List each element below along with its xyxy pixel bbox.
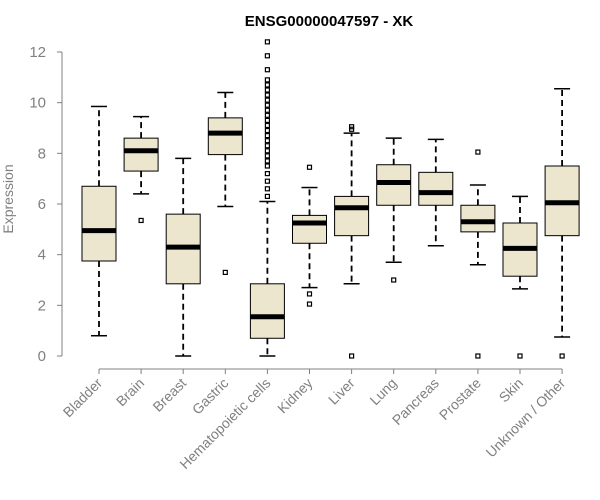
outlier-point <box>264 138 270 144</box>
outlier-point <box>264 97 270 103</box>
box-8 <box>418 138 454 247</box>
box-iqr <box>249 283 285 339</box>
outlier-point <box>391 277 397 283</box>
outlier-point <box>264 67 270 73</box>
outlier-point <box>306 164 313 170</box>
y-axis: 0 2 4 6 8 10 12 <box>29 44 63 365</box>
box-9 <box>460 149 496 359</box>
y-tick-label: 4 <box>38 247 46 264</box>
outlier-point <box>559 353 565 359</box>
box-iqr <box>376 164 412 206</box>
box-iqr <box>292 214 327 244</box>
x-tick-label: Brain <box>113 375 147 409</box>
outlier-point <box>264 178 270 184</box>
y-tick-label: 8 <box>38 145 46 162</box>
outlier-point <box>264 107 270 113</box>
outlier-point <box>264 112 270 118</box>
box-0 <box>81 105 117 337</box>
y-tick-label: 2 <box>38 297 46 314</box>
x-tick-label: Skin <box>496 375 527 406</box>
outlier-point <box>475 353 481 359</box>
outlier-point <box>264 133 270 139</box>
y-tick-label: 12 <box>29 44 46 61</box>
box-11 <box>544 87 580 359</box>
box-2 <box>165 157 201 357</box>
box-1 <box>123 115 159 224</box>
outlier-point <box>264 153 270 159</box>
outlier-point <box>264 148 270 154</box>
outlier-point <box>517 353 523 359</box>
outlier-point <box>138 217 144 224</box>
x-tick-label: Liver <box>325 375 358 408</box>
box-7 <box>376 137 412 283</box>
outlier-point <box>264 102 270 108</box>
outlier-point <box>349 126 355 132</box>
chart-title: ENSG00000047597 - XK <box>245 13 414 30</box>
outlier-point <box>264 39 270 45</box>
outlier-point <box>264 87 270 93</box>
outlier-point <box>264 193 270 199</box>
box-6 <box>334 124 370 359</box>
box-iqr <box>207 117 243 156</box>
outlier-point <box>264 163 270 169</box>
x-tick-label: Breast <box>149 375 189 415</box>
box-5 <box>292 164 327 307</box>
box-group <box>81 39 580 359</box>
outlier-point <box>306 291 313 297</box>
outlier-point <box>475 149 481 155</box>
outlier-point <box>264 92 270 98</box>
outlier-point <box>264 122 270 129</box>
outlier-point <box>264 77 270 83</box>
box-4 <box>249 39 285 357</box>
x-tick-label: Lung <box>366 375 399 408</box>
x-tick-label: Kidney <box>274 375 316 417</box>
outlier-point <box>264 171 270 177</box>
outlier-point <box>306 301 313 307</box>
x-tick-label: Unknown / Other <box>483 375 569 461</box>
x-tick-label: Prostate <box>436 375 484 423</box>
box-iqr <box>418 171 454 206</box>
box-iqr <box>81 185 117 262</box>
box-iqr <box>334 195 370 237</box>
y-tick-label: 6 <box>38 196 46 213</box>
y-tick-label: 10 <box>29 95 46 112</box>
box-3 <box>207 91 243 275</box>
outlier-point <box>222 269 228 275</box>
box-iqr <box>460 204 496 233</box>
box-iqr <box>123 137 159 172</box>
outlier-point <box>264 186 270 192</box>
y-tick-label: 0 <box>38 348 46 365</box>
outlier-point <box>264 127 270 134</box>
outlier-point <box>264 82 270 88</box>
x-tick-label: Pancreas <box>389 375 442 428</box>
y-axis-label: Expression <box>0 164 16 233</box>
box-10 <box>502 195 538 359</box>
x-tick-label: Bladder <box>60 375 106 421</box>
outlier-point <box>264 117 270 124</box>
outlier-point <box>264 53 270 59</box>
outlier-point <box>349 353 355 359</box>
outlier-point <box>264 143 270 149</box>
outlier-point <box>264 158 270 164</box>
